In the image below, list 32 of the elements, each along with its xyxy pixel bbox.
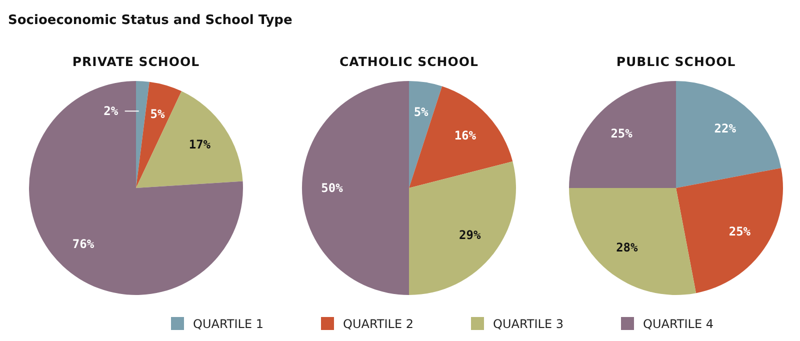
data-label: 5% xyxy=(150,107,166,122)
pie-slice xyxy=(409,161,516,295)
data-label: 25% xyxy=(728,224,752,238)
pie-slice xyxy=(569,81,676,188)
data-label: 25% xyxy=(610,126,634,141)
pie-slice xyxy=(569,188,696,295)
chart-title: PRIVATE SCHOOL xyxy=(72,54,200,69)
chart-title: PUBLIC SCHOOL xyxy=(616,54,736,69)
data-label: 2% xyxy=(104,104,119,118)
data-label: 50% xyxy=(321,181,344,195)
pie-slice xyxy=(409,81,442,188)
data-label: 17% xyxy=(188,138,212,152)
pie-slice xyxy=(29,81,243,295)
pie-slice xyxy=(136,81,150,188)
data-label: 28% xyxy=(616,240,638,254)
data-label: 76% xyxy=(72,237,95,252)
pie-slice xyxy=(676,81,782,188)
data-label: 22% xyxy=(714,122,737,136)
pie-slice xyxy=(302,81,409,295)
pie-slice xyxy=(676,168,783,294)
pie-slice xyxy=(409,86,513,188)
pie-slice xyxy=(136,82,182,188)
data-label: 29% xyxy=(459,228,482,242)
legend-label: QUARTILE 1 xyxy=(193,317,264,331)
data-label: 5% xyxy=(414,104,430,119)
legend-label: QUARTILE 3 xyxy=(493,317,564,331)
legend-label: QUARTILE 4 xyxy=(643,317,714,331)
pie-slice xyxy=(136,91,243,188)
data-label: 16% xyxy=(454,128,477,142)
text: Socioeconomic Status and School Type xyxy=(8,13,292,28)
chart-title: CATHOLIC SCHOOL xyxy=(340,54,478,69)
legend-label: QUARTILE 2 xyxy=(343,317,414,331)
